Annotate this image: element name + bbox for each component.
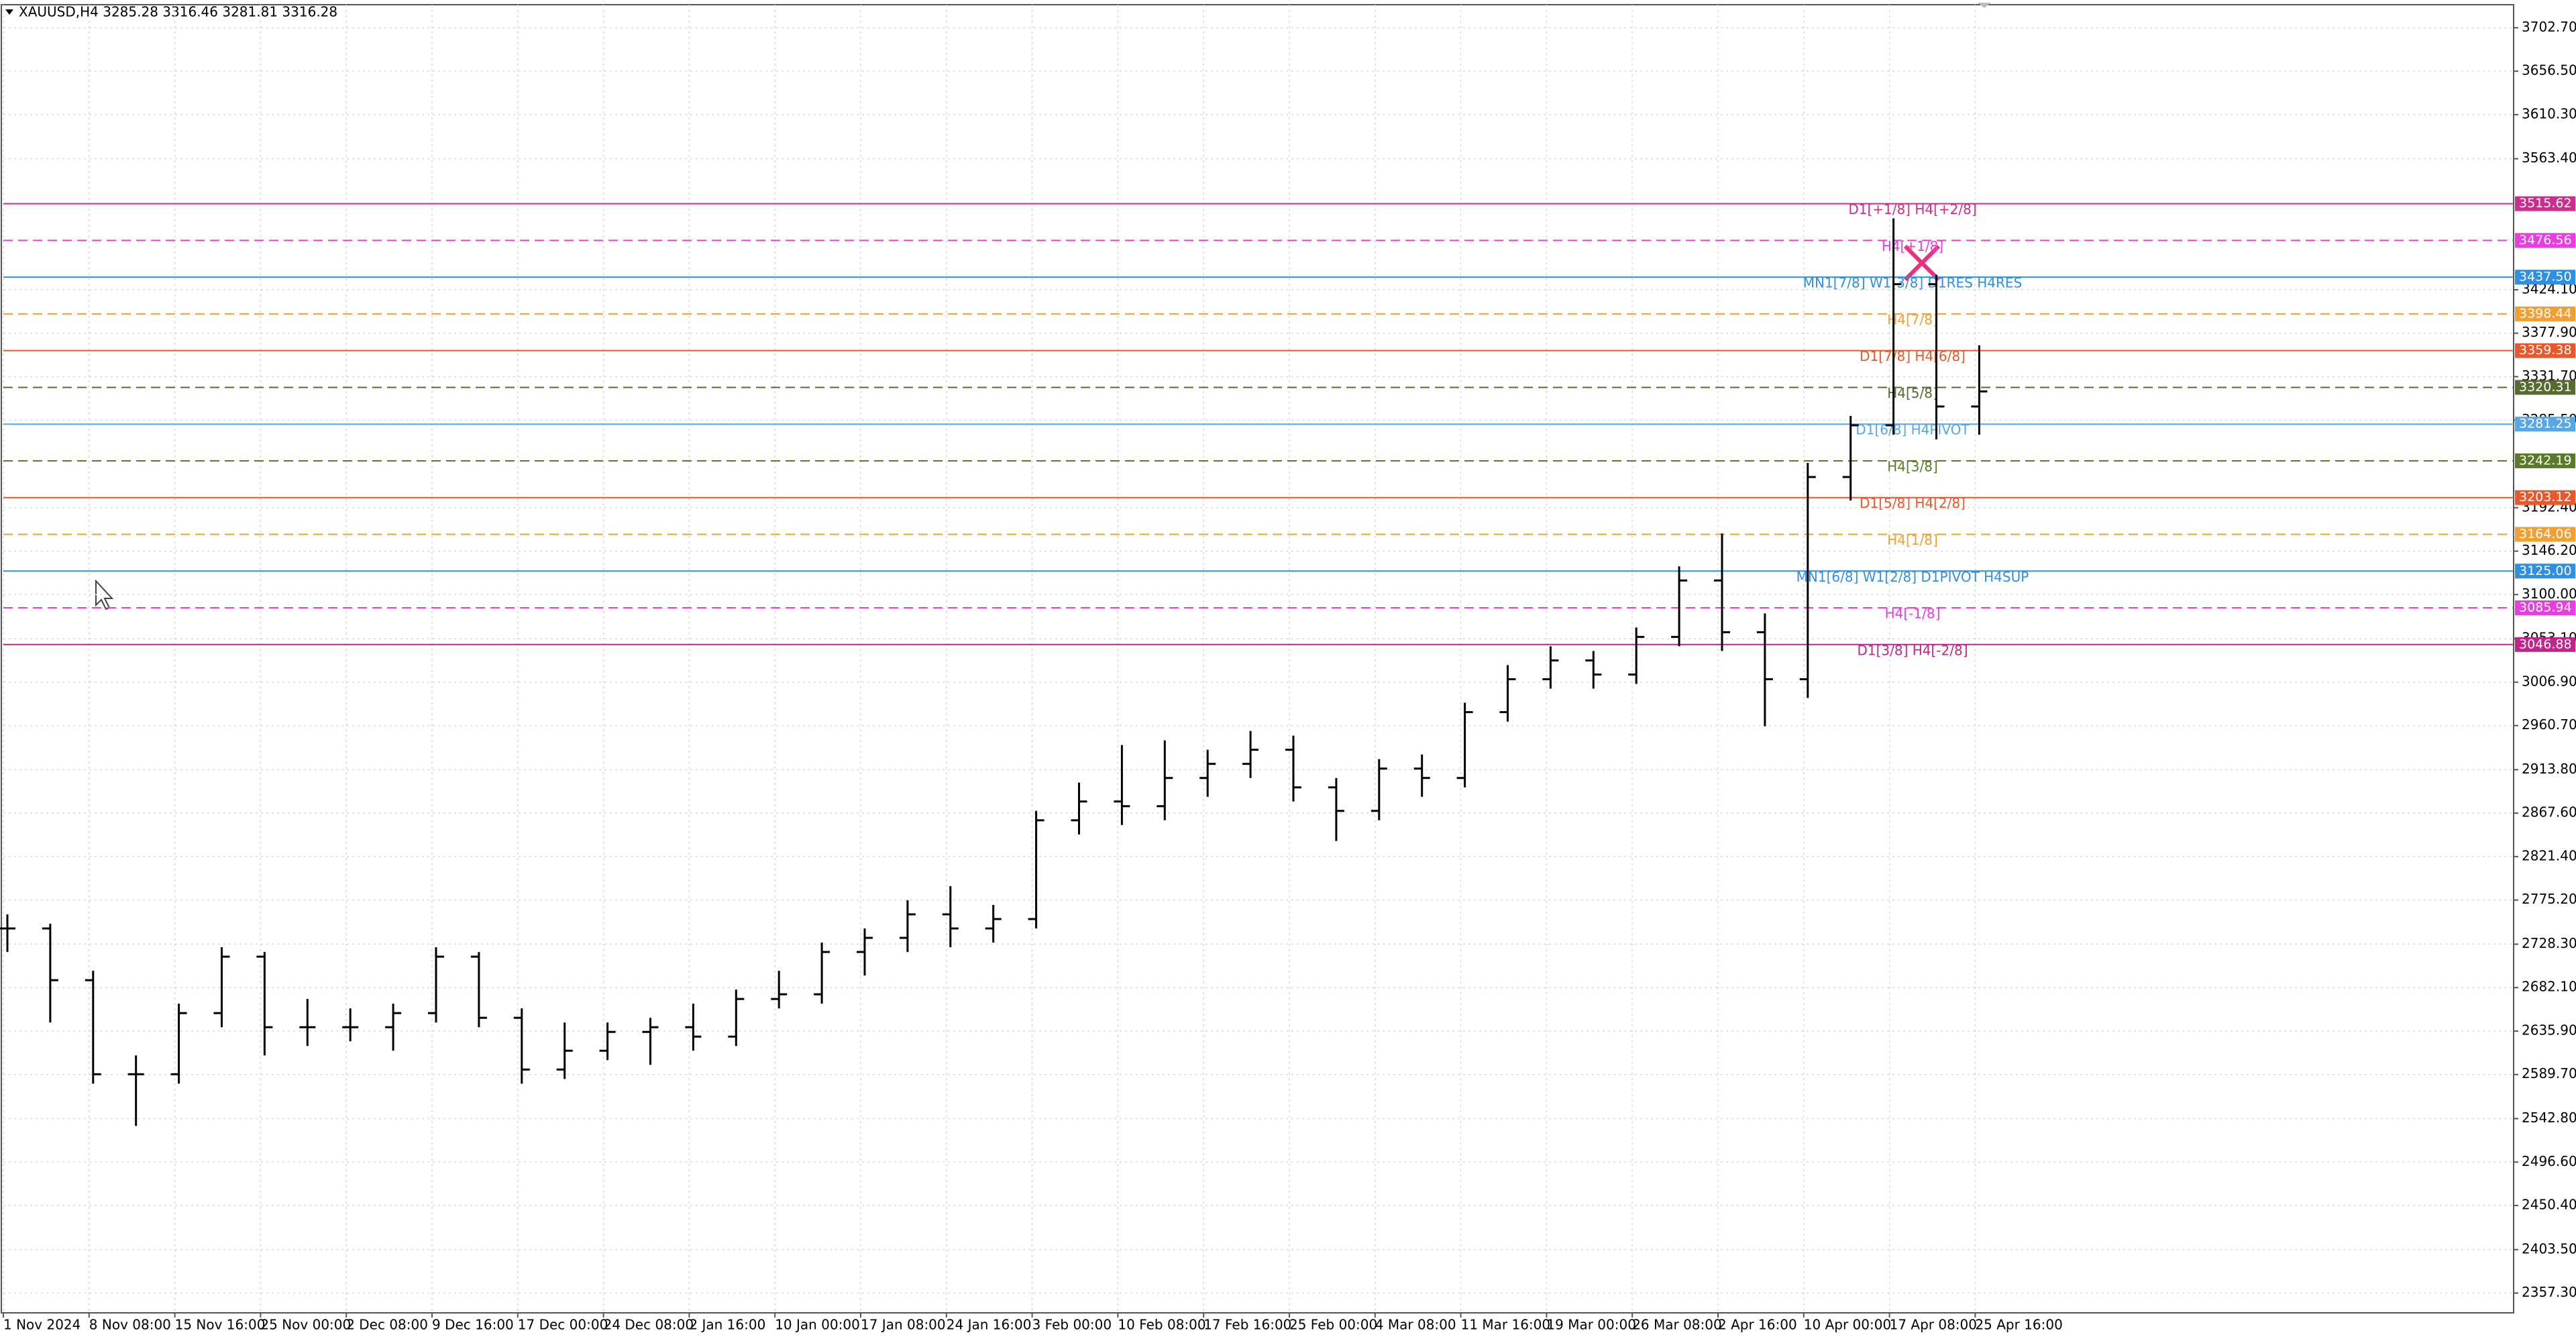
y-tick-label: 3006.90 [2522,673,2576,689]
level-label: H4[3/8] [1887,458,1938,474]
x-tick-label: 15 Nov 16:00 [175,1317,266,1333]
x-tick-label: 24 Jan 16:00 [947,1317,1032,1333]
mouse-cursor [95,579,114,610]
price-tag-label: 3203.12 [2519,490,2572,504]
price-tag [2515,380,2575,395]
x-tick-label: 3 Feb 00:00 [1032,1317,1112,1333]
levels [3,203,2514,645]
price-tag-label: 3476.56 [2519,233,2572,248]
level-label: D1[6/8] H4PIVOT [1856,422,1970,438]
grid [3,5,2514,1313]
level-label: D1[3/8] H4[-2/8] [1857,642,1968,658]
y-tick-label: 2357.30 [2522,1284,2576,1300]
price-tag-label: 3281.25 [2519,417,2572,431]
price-tag [2515,196,2575,211]
price-tag [2515,600,2575,616]
price-tag [2515,306,2575,321]
x-tick-label: 11 Mar 16:00 [1461,1317,1551,1333]
y-tick-label: 2913.80 [2522,761,2576,777]
x-tick-label: 10 Feb 08:00 [1118,1317,1205,1333]
level-label: H4[7/8] [1887,311,1938,327]
y-tick-label: 2867.60 [2522,804,2576,820]
price-tag-label: 3125.00 [2519,564,2572,578]
level-label: MN1[7/8] W1[3/8] D1RES H4RES [1803,275,2022,291]
level-label: D1[+1/8] H4[+2/8] [1848,201,1976,217]
x-tick-label: 8 Nov 08:00 [89,1317,171,1333]
y-tick-label: 3377.90 [2522,324,2576,340]
cross-stroke [1903,244,1941,282]
price-tag-label: 3437.50 [2519,270,2572,284]
price-tag [2515,233,2575,248]
x-tick-label: 25 Nov 00:00 [260,1317,351,1333]
x-tick-label: 9 Dec 16:00 [432,1317,514,1333]
price-tag-label: 3085.94 [2519,600,2572,615]
price-tag-label: 3242.19 [2519,453,2572,468]
x-tick-label: 2 Dec 08:00 [346,1317,428,1333]
price-tag [2515,527,2575,542]
y-tick-label: 2775.20 [2522,891,2576,907]
level-label: H4[5/8] [1887,385,1938,401]
y-tick-label: 2821.40 [2522,847,2576,863]
price-tag [2515,637,2575,652]
price-tag-label: 3046.88 [2519,637,2572,651]
price-tag [2515,417,2575,432]
x-tick-label: 2 Jan 16:00 [689,1317,765,1333]
price-tag [2515,343,2575,358]
y-tick-label: 3610.30 [2522,105,2576,121]
level-label: D1[5/8] H4[2/8] [1860,495,1966,511]
price-tag [2515,270,2575,285]
x-tick-label: 19 Mar 00:00 [1546,1317,1636,1333]
price-tag-label: 3164.06 [2519,527,2572,541]
y-tick-label: 3100.00 [2522,586,2576,602]
level-label: MN1[6/8] W1[2/8] D1PIVOT H4SUP [1796,569,2029,585]
y-tick-label: 3702.70 [2522,19,2576,35]
y-tick-label: 2635.90 [2522,1022,2576,1038]
y-tick-label: 2682.10 [2522,979,2576,995]
price-tag [2515,453,2575,468]
x-tick-label: 17 Apr 08:00 [1890,1317,1977,1333]
x-tick-label: 25 Feb 00:00 [1289,1317,1377,1333]
y-tick-label: 2728.30 [2522,935,2576,951]
y-tick-label: 2450.40 [2522,1197,2576,1213]
shift-marker [1978,3,1991,8]
price-tag-label: 3398.44 [2519,306,2572,321]
chart-title: XAUUSD,H4 3285.28 3316.46 3281.81 3316.2… [19,4,337,20]
x-tick-label: 24 Dec 08:00 [604,1317,694,1333]
x-tick-label: 17 Dec 00:00 [518,1317,608,1333]
level-label: D1[7/8] H4[6/8] [1860,348,1966,364]
price-tag [2515,564,2575,579]
y-tick-label: 2496.60 [2522,1153,2576,1169]
level-label: H4[-1/8] [1885,606,1941,622]
y-tick-label: 3656.50 [2522,62,2576,78]
x-tick-label: 17 Feb 16:00 [1203,1317,1291,1333]
y-tick-label: 3563.40 [2522,150,2576,166]
x-tick-label: 17 Jan 08:00 [861,1317,946,1333]
x-tick-label: 10 Jan 00:00 [775,1317,860,1333]
level-label: H4[+1/8] [1882,238,1943,254]
price-tag-label: 3320.31 [2519,380,2572,394]
symbol-menu-arrow[interactable] [5,9,13,15]
x-tick-label: 1 Nov 2024 [3,1317,80,1333]
level-label: H4[1/8] [1887,532,1938,548]
y-tick-label: 3146.20 [2522,542,2576,558]
price-tag-label: 3359.38 [2519,343,2572,358]
y-tick-label: 2542.80 [2522,1110,2576,1126]
y-tick-label: 2960.70 [2522,716,2576,733]
plot-frame [1,4,2514,1314]
x-tick-label: 4 Mar 08:00 [1375,1317,1456,1333]
price-tag-label: 3515.62 [2519,196,2572,211]
price-tag [2515,490,2575,505]
y-tick-label: 2403.50 [2522,1240,2576,1256]
x-tick-label: 10 Apr 00:00 [1804,1317,1891,1333]
x-tick-label: 25 Apr 16:00 [1975,1317,2062,1333]
x-tick-label: 26 Mar 08:00 [1632,1317,1722,1333]
y-tick-label: 2589.70 [2522,1065,2576,1081]
x-tick-label: 2 Apr 16:00 [1718,1317,1797,1333]
peak-cross [1903,244,1941,282]
